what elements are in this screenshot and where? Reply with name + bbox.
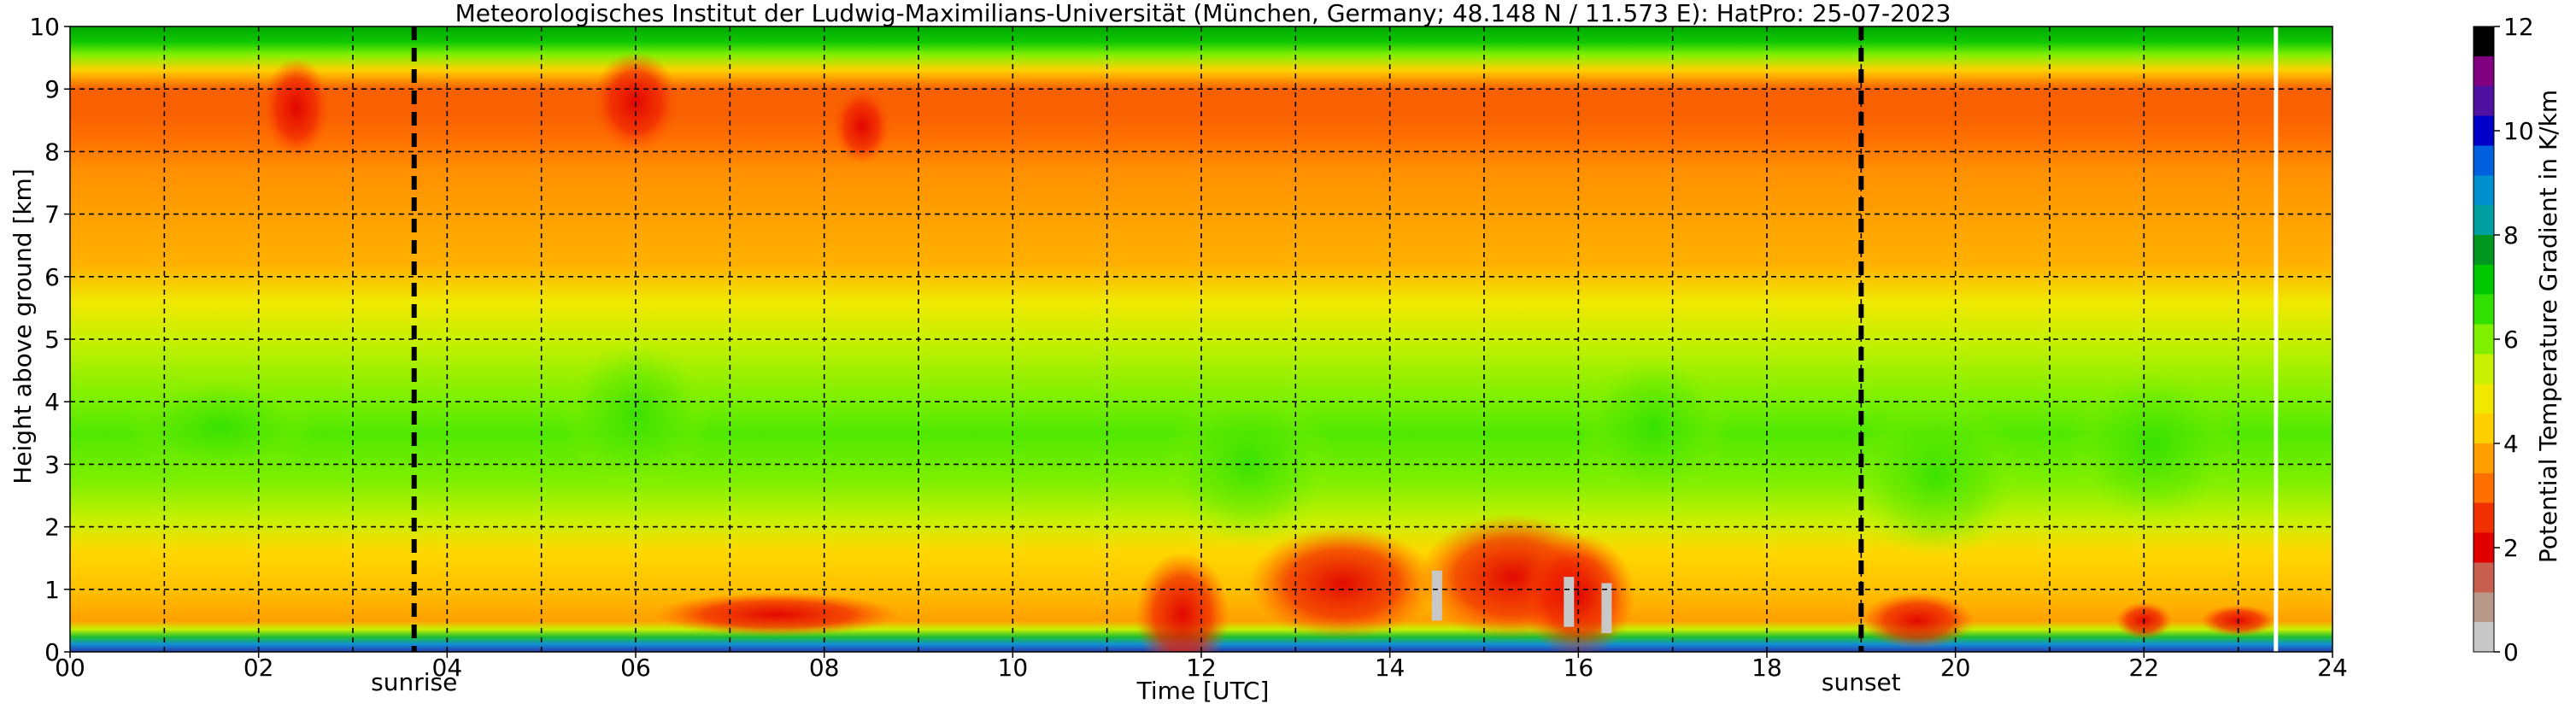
y-tick-label: 2: [44, 513, 60, 542]
y-tick-label: 6: [44, 263, 60, 291]
red-feature: [593, 51, 678, 152]
grid-lines: [70, 26, 2332, 652]
x-tick-label: 22: [2129, 654, 2160, 682]
x-tick-label: 08: [809, 654, 840, 682]
x-tick-label: 04: [432, 654, 463, 682]
event-markers: sunrise sunset: [371, 26, 1901, 696]
x-tick-label: 02: [244, 654, 274, 682]
marker-label-sunrise: sunrise: [371, 668, 457, 696]
colorbar-scale: [2473, 26, 2495, 653]
green-feature: [2068, 364, 2239, 527]
x-tick-label: 20: [1940, 654, 1971, 682]
missing-values: [1564, 577, 1575, 627]
x-tick-label: 12: [1186, 654, 1217, 682]
y-tick-label: 7: [44, 201, 60, 229]
y-tick-label: 4: [44, 388, 60, 416]
chart-title: Meteorologisches Institut der Ludwig-Max…: [455, 0, 1951, 27]
x-tick-label: 06: [620, 654, 651, 682]
green-feature: [1578, 351, 1729, 502]
green-feature: [1851, 395, 2021, 559]
missing-values: [1431, 570, 1442, 621]
x-tick-label: 14: [1375, 654, 1405, 682]
colorbar-tick-label: 0: [2503, 638, 2519, 666]
x-tick-label: 16: [1564, 654, 1594, 682]
y-tick-label: 10: [29, 13, 60, 41]
missing-values: [1601, 583, 1612, 634]
red-feature: [1861, 592, 1975, 649]
y-tick-label: 0: [44, 638, 60, 666]
colorbar: 0 2 4 6 8 10 12 Potential Temperature Gradient…: [2473, 13, 2562, 666]
x-axis-label: Time [UTC]: [1136, 677, 1270, 704]
y-tick-label: 5: [44, 326, 60, 354]
y-axis-ticks: 0 1 2 3 4 5 6 7 8 9 10: [29, 13, 70, 666]
colorbar-ticks: 0 2 4 6 8 10 12: [2494, 13, 2534, 666]
red-feature: [263, 57, 330, 158]
colorbar-tick-label: 4: [2503, 430, 2519, 458]
colorbar-tick-label: 8: [2503, 221, 2519, 249]
colorbar-tick-label: 12: [2503, 13, 2534, 41]
y-tick-label: 9: [44, 75, 60, 103]
y-tick-label: 8: [44, 138, 60, 166]
marker-label-sunset: sunset: [1822, 668, 1901, 696]
colorbar-tick-label: 10: [2503, 117, 2534, 145]
x-tick-label: 10: [998, 654, 1029, 682]
green-feature: [126, 376, 315, 478]
colorbar-tick-label: 6: [2503, 326, 2519, 354]
x-tick-label: 18: [1752, 654, 1782, 682]
red-feature: [1135, 551, 1230, 652]
y-tick-label: 1: [44, 576, 60, 604]
x-tick-label: 24: [2317, 654, 2348, 682]
x-tick-label: 00: [55, 654, 85, 682]
y-tick-label: 3: [44, 450, 60, 478]
x-axis-ticks: 00 02 04 06 08 10 12 14 16 18 20 22 24: [55, 652, 2348, 682]
colorbar-label: Potential Temperature Gradient in K/km: [2534, 90, 2562, 563]
y-axis-label: Height above ground [km]: [9, 168, 37, 484]
red-feature: [1248, 526, 1437, 640]
red-feature: [833, 89, 890, 165]
colorbar-tick-label: 2: [2503, 534, 2519, 562]
red-feature: [654, 592, 900, 637]
